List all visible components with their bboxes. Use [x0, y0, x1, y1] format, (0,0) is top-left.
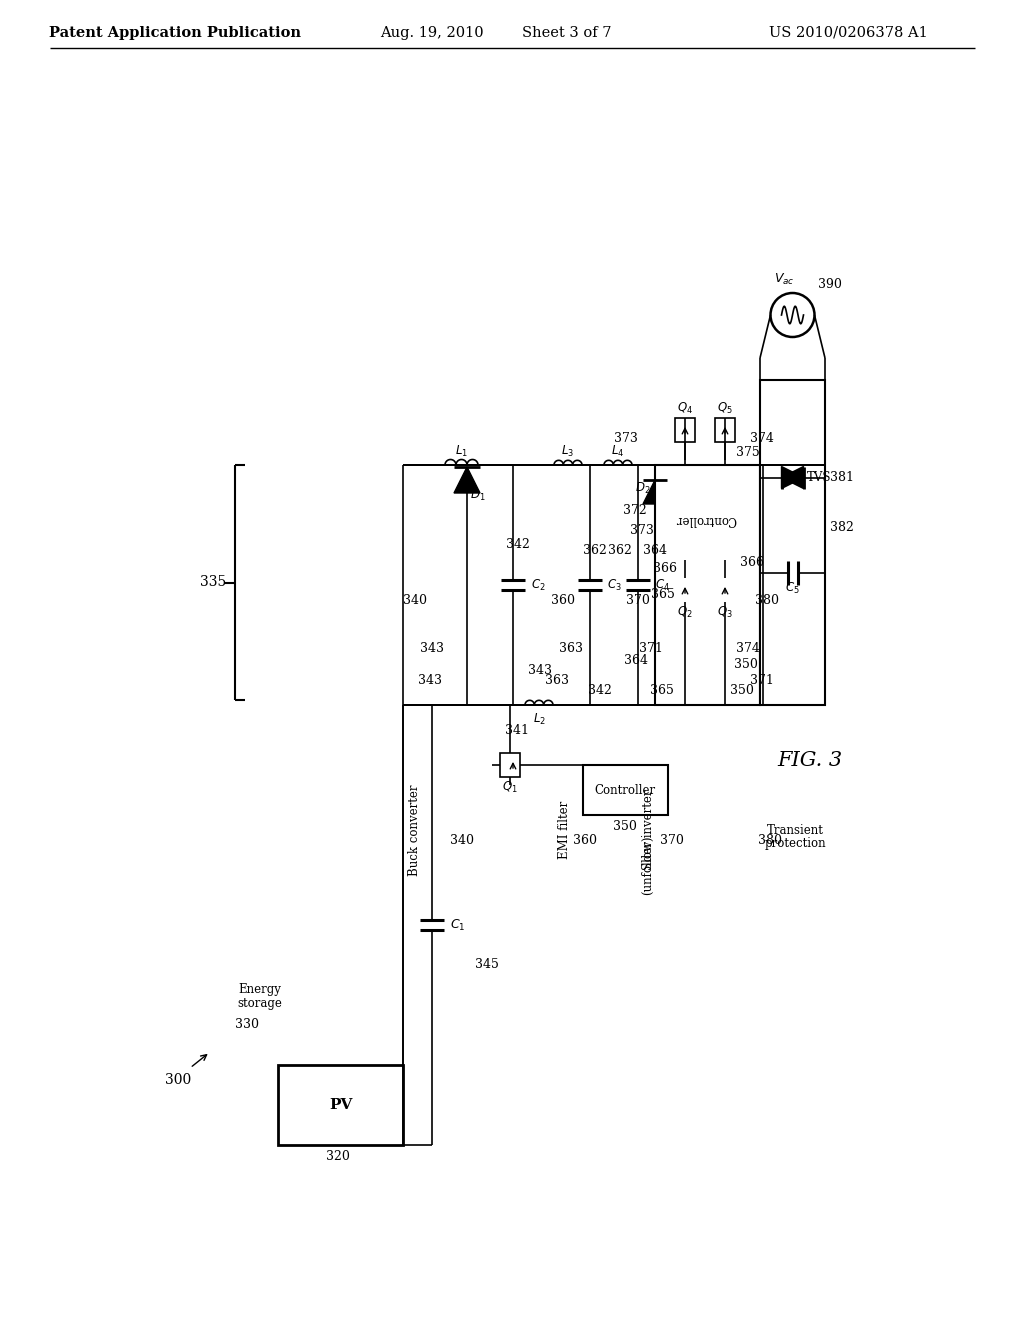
Text: 343: 343 — [420, 642, 444, 655]
Text: 372: 372 — [624, 503, 647, 516]
Text: FIG. 3: FIG. 3 — [777, 751, 843, 770]
Text: 371: 371 — [750, 673, 774, 686]
Text: 342: 342 — [506, 539, 530, 552]
Text: $Q_3$: $Q_3$ — [717, 605, 733, 619]
Bar — [500, 752, 520, 777]
Text: $C_2$: $C_2$ — [531, 577, 546, 593]
Polygon shape — [643, 480, 667, 504]
Text: 350: 350 — [734, 657, 758, 671]
Bar — [675, 418, 695, 442]
Text: 343: 343 — [528, 664, 552, 676]
Text: $V_{ac}$: $V_{ac}$ — [774, 272, 795, 286]
Bar — [583, 766, 668, 814]
Text: EMI filter: EMI filter — [558, 801, 571, 859]
Text: 370: 370 — [626, 594, 650, 606]
Text: 364: 364 — [643, 544, 667, 557]
Text: 300: 300 — [165, 1073, 191, 1086]
Text: $D_2$: $D_2$ — [635, 480, 650, 495]
Text: $C_3$: $C_3$ — [607, 577, 622, 593]
Text: 362: 362 — [583, 544, 607, 557]
Bar — [278, 1065, 403, 1144]
Text: 350: 350 — [730, 684, 754, 697]
Polygon shape — [781, 466, 804, 488]
Text: TVS: TVS — [807, 471, 831, 484]
Text: 382: 382 — [830, 521, 854, 535]
Polygon shape — [781, 466, 804, 488]
Text: 343: 343 — [418, 673, 442, 686]
Text: 366: 366 — [740, 556, 764, 569]
Text: 381: 381 — [830, 471, 854, 484]
Text: 365: 365 — [651, 589, 675, 602]
Text: 330: 330 — [234, 1019, 259, 1031]
Text: 363: 363 — [559, 642, 583, 655]
Text: (unfolder): (unfolder) — [641, 836, 654, 895]
Text: Buck converter: Buck converter — [409, 784, 422, 875]
Text: 365: 365 — [650, 684, 674, 697]
Bar — [715, 418, 735, 442]
Text: $C_5$: $C_5$ — [785, 581, 800, 597]
Text: protection: protection — [764, 837, 825, 850]
Text: 375: 375 — [736, 446, 760, 459]
Text: $C_1$: $C_1$ — [450, 917, 466, 932]
Text: 350: 350 — [613, 821, 637, 833]
Text: $L_2$: $L_2$ — [532, 711, 546, 726]
Text: $D_1$: $D_1$ — [470, 487, 485, 503]
Text: 345: 345 — [475, 958, 499, 972]
Text: Patent Application Publication: Patent Application Publication — [49, 26, 301, 40]
Text: 374: 374 — [736, 642, 760, 655]
Text: 341: 341 — [505, 723, 529, 737]
Text: 370: 370 — [660, 833, 684, 846]
Text: $Q_4$: $Q_4$ — [677, 400, 693, 416]
Text: Transient: Transient — [767, 824, 823, 837]
Text: $L_1$: $L_1$ — [455, 444, 468, 458]
Text: 366: 366 — [653, 561, 677, 574]
Text: 342: 342 — [588, 684, 612, 697]
Text: Controller: Controller — [676, 513, 736, 527]
Text: 320: 320 — [326, 1151, 350, 1163]
Bar — [675, 578, 695, 602]
Text: Slow inverter: Slow inverter — [641, 789, 654, 870]
Text: Energy: Energy — [239, 983, 282, 997]
Text: 373: 373 — [614, 432, 638, 445]
Text: 360: 360 — [551, 594, 575, 606]
Text: US 2010/0206378 A1: US 2010/0206378 A1 — [769, 26, 928, 40]
Text: $Q_2$: $Q_2$ — [677, 605, 693, 619]
Text: Controller: Controller — [595, 784, 655, 796]
Bar — [715, 578, 735, 602]
Text: PV: PV — [329, 1098, 352, 1111]
Text: 374: 374 — [750, 432, 774, 445]
Bar — [666, 490, 746, 550]
Text: Aug. 19, 2010: Aug. 19, 2010 — [380, 26, 483, 40]
Text: 390: 390 — [817, 279, 842, 292]
Text: 380: 380 — [758, 833, 782, 846]
Text: 360: 360 — [573, 833, 597, 846]
Polygon shape — [454, 467, 480, 492]
Text: storage: storage — [238, 997, 283, 1010]
Text: 371: 371 — [639, 642, 663, 655]
Text: Sheet 3 of 7: Sheet 3 of 7 — [522, 26, 611, 40]
Text: 363: 363 — [545, 673, 569, 686]
Text: 373: 373 — [630, 524, 654, 536]
Bar — [655, 465, 760, 705]
Text: $C_4$: $C_4$ — [655, 577, 670, 593]
Text: 364: 364 — [624, 653, 648, 667]
Text: $L_3$: $L_3$ — [561, 444, 574, 458]
Text: 362: 362 — [608, 544, 632, 557]
Text: 380: 380 — [755, 594, 779, 606]
Text: 340: 340 — [450, 833, 474, 846]
Text: 340: 340 — [403, 594, 427, 606]
Text: $L_4$: $L_4$ — [611, 444, 625, 458]
Text: $Q_1$: $Q_1$ — [502, 779, 518, 795]
Text: 335: 335 — [200, 576, 226, 590]
Bar — [760, 380, 825, 705]
Text: $Q_5$: $Q_5$ — [717, 400, 733, 416]
